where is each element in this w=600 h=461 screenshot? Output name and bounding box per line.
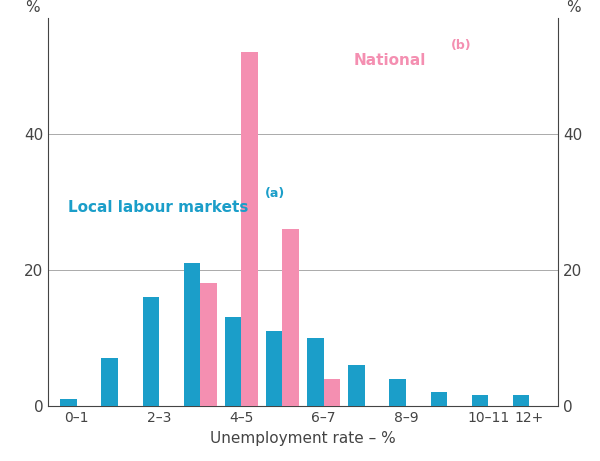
Bar: [266, 331, 283, 406]
Bar: [225, 317, 241, 406]
Bar: [61, 399, 77, 406]
Bar: [143, 297, 159, 406]
Text: (a): (a): [265, 187, 285, 200]
Bar: [431, 392, 447, 406]
Text: Local labour markets: Local labour markets: [68, 200, 249, 215]
Text: National: National: [354, 53, 427, 68]
Bar: [472, 396, 488, 406]
Bar: [323, 378, 340, 406]
Bar: [283, 229, 299, 406]
Text: (b): (b): [451, 40, 472, 53]
Bar: [389, 378, 406, 406]
Text: %: %: [25, 0, 40, 15]
X-axis label: Unemployment rate – %: Unemployment rate – %: [210, 431, 396, 446]
Text: %: %: [566, 0, 581, 15]
Bar: [200, 284, 217, 406]
Bar: [348, 365, 365, 406]
Bar: [184, 263, 200, 406]
Bar: [101, 358, 118, 406]
Bar: [307, 338, 323, 406]
Bar: [513, 396, 529, 406]
Bar: [241, 53, 258, 406]
